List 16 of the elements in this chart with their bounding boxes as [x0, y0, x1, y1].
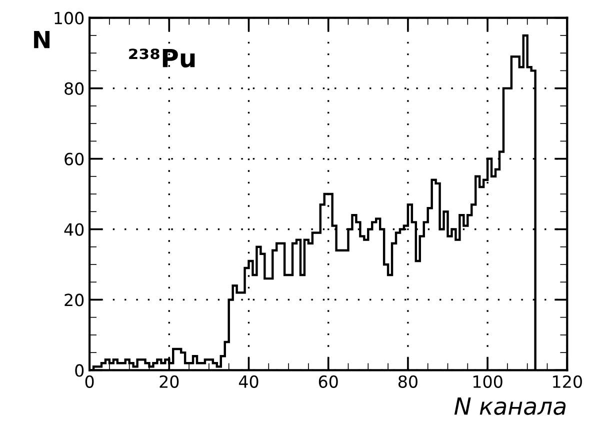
x-tick-label: 120	[553, 375, 582, 388]
y-tick-label: 100	[54, 12, 84, 24]
x-tick-label: 0	[85, 375, 94, 388]
y-tick-label: 40	[64, 223, 84, 236]
x-tick-label: 80	[398, 375, 418, 388]
x-axis-title: N канала	[454, 397, 566, 416]
x-tick-label: 60	[318, 375, 338, 388]
y-tick-label: 0	[75, 364, 84, 377]
x-tick-label: 20	[160, 375, 179, 388]
x-tick-label: 100	[473, 375, 502, 388]
x-tick-label: 40	[238, 375, 258, 388]
annotation: ²³⁸Pu	[129, 48, 195, 68]
y-tick-label: 20	[64, 294, 84, 306]
y-axis-title: N	[34, 30, 50, 48]
y-tick-label: 80	[64, 82, 84, 95]
y-tick-label: 60	[64, 152, 84, 166]
